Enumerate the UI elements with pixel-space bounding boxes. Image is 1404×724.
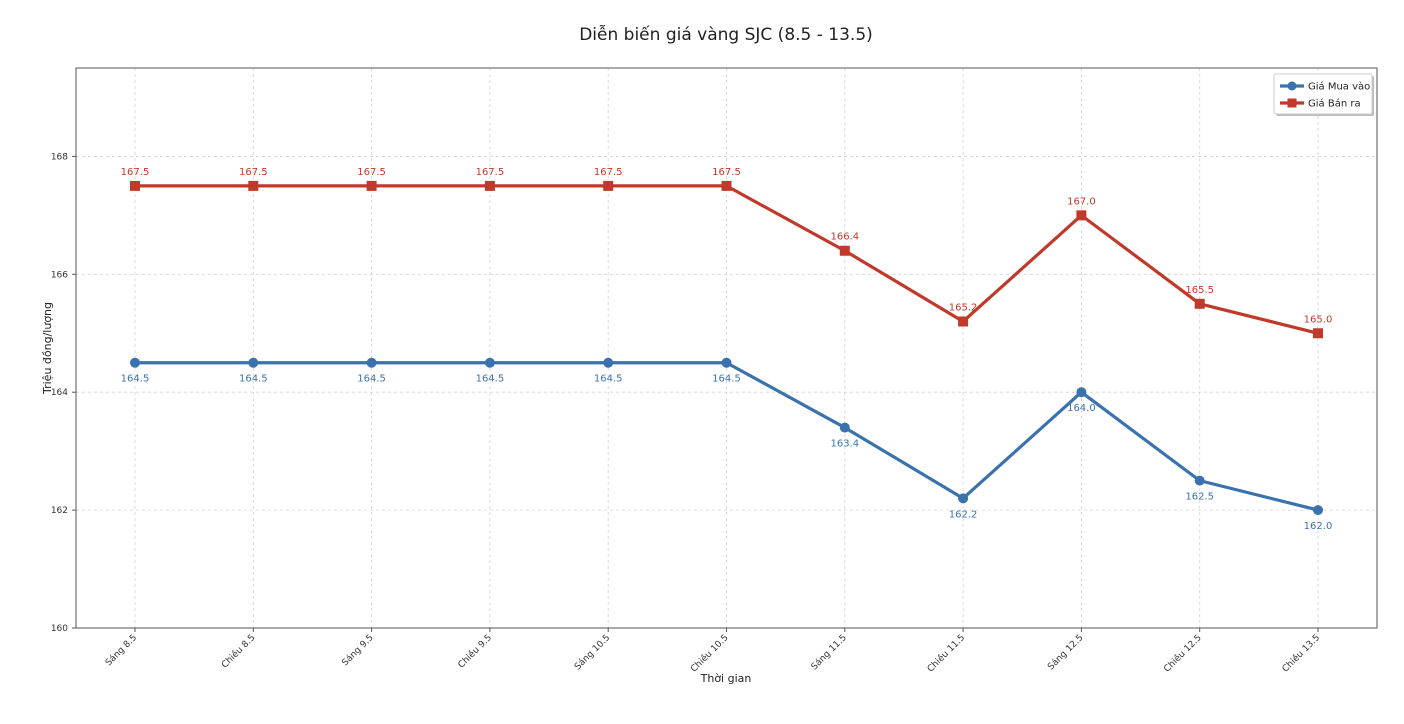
data-label: 164.5 — [594, 374, 623, 385]
y-tick-label: 162 — [51, 506, 68, 516]
y-tick-label: 164 — [51, 388, 68, 398]
data-label: 167.5 — [357, 167, 386, 178]
x-axis-label: Thời gian — [700, 672, 752, 685]
y-axis-label: Triệu đồng/lượng — [41, 302, 54, 395]
data-label: 167.5 — [712, 167, 741, 178]
data-point — [1313, 505, 1323, 516]
data-point — [721, 180, 732, 191]
data-point — [484, 180, 495, 191]
data-label: 167.0 — [1067, 196, 1096, 207]
chart-title: Diễn biến giá vàng SJC (8.5 - 13.5) — [579, 24, 873, 45]
x-tick-label: Chiều 8.5 — [219, 632, 257, 670]
data-point — [839, 422, 850, 433]
data-label: 164.5 — [357, 374, 386, 385]
y-tick-label: 160 — [51, 624, 68, 634]
data-point — [839, 245, 850, 256]
data-point — [1076, 210, 1087, 221]
data-point — [248, 180, 259, 191]
data-point — [1194, 475, 1205, 486]
x-tick-label: Chiều 12.5 — [1162, 632, 1204, 674]
x-tick-label: Sáng 8.5 — [104, 633, 139, 668]
data-point — [366, 357, 377, 368]
data-point — [248, 357, 259, 368]
legend-label: Giá Bán ra — [1308, 98, 1361, 110]
y-tick-label: 168 — [51, 152, 68, 162]
data-label: 166.4 — [830, 232, 859, 243]
legend-marker — [1287, 81, 1297, 91]
data-point — [484, 357, 495, 368]
legend-label: Giá Mua vào — [1308, 81, 1370, 93]
data-label: 167.5 — [476, 167, 505, 178]
x-tick-label: Sáng 11.5 — [810, 633, 849, 672]
data-label: 164.0 — [1067, 403, 1096, 414]
x-tick-label: Chiều 11.5 — [925, 632, 967, 674]
data-label: 165.2 — [949, 302, 978, 313]
x-tick-label: Sáng 10.5 — [573, 633, 612, 672]
x-tick-label: Chiều 10.5 — [688, 632, 730, 674]
data-label: 163.4 — [830, 439, 859, 450]
data-point — [1313, 328, 1323, 339]
data-point — [603, 357, 614, 368]
x-tick-label: Chiều 13.5 — [1280, 632, 1322, 674]
data-point — [1076, 387, 1087, 398]
data-point — [130, 357, 140, 368]
data-label: 167.5 — [239, 167, 268, 178]
data-label: 164.5 — [121, 374, 150, 385]
data-label: 162.0 — [1304, 521, 1333, 532]
x-tick-label: Sáng 9.5 — [340, 633, 375, 668]
data-point — [721, 357, 732, 368]
data-label: 162.5 — [1185, 492, 1214, 503]
data-point — [366, 180, 377, 191]
data-label: 164.5 — [476, 374, 505, 385]
data-label: 167.5 — [594, 167, 623, 178]
legend-marker — [1287, 98, 1297, 108]
data-label: 165.5 — [1185, 285, 1214, 296]
data-point — [130, 180, 140, 191]
data-label: 162.2 — [949, 509, 978, 520]
data-point — [958, 316, 969, 327]
series-group: 164.5 164.5 164.5 164.5 164.5 164.5 163.4 162.2… — [121, 357, 1333, 532]
data-label: 167.5 — [121, 167, 150, 178]
series-group: 167.5 167.5 167.5 167.5 167.5 167.5 166.4 165.2… — [121, 167, 1333, 339]
data-label: 164.5 — [712, 374, 741, 385]
y-tick-label: 166 — [51, 270, 68, 280]
data-point — [1194, 298, 1205, 309]
x-tick-label: Sáng 12.5 — [1046, 633, 1085, 672]
data-label: 164.5 — [239, 374, 268, 385]
data-label: 165.0 — [1304, 314, 1333, 325]
data-point — [958, 493, 969, 504]
x-tick-label: Chiều 9.5 — [456, 632, 494, 670]
data-point — [603, 180, 614, 191]
